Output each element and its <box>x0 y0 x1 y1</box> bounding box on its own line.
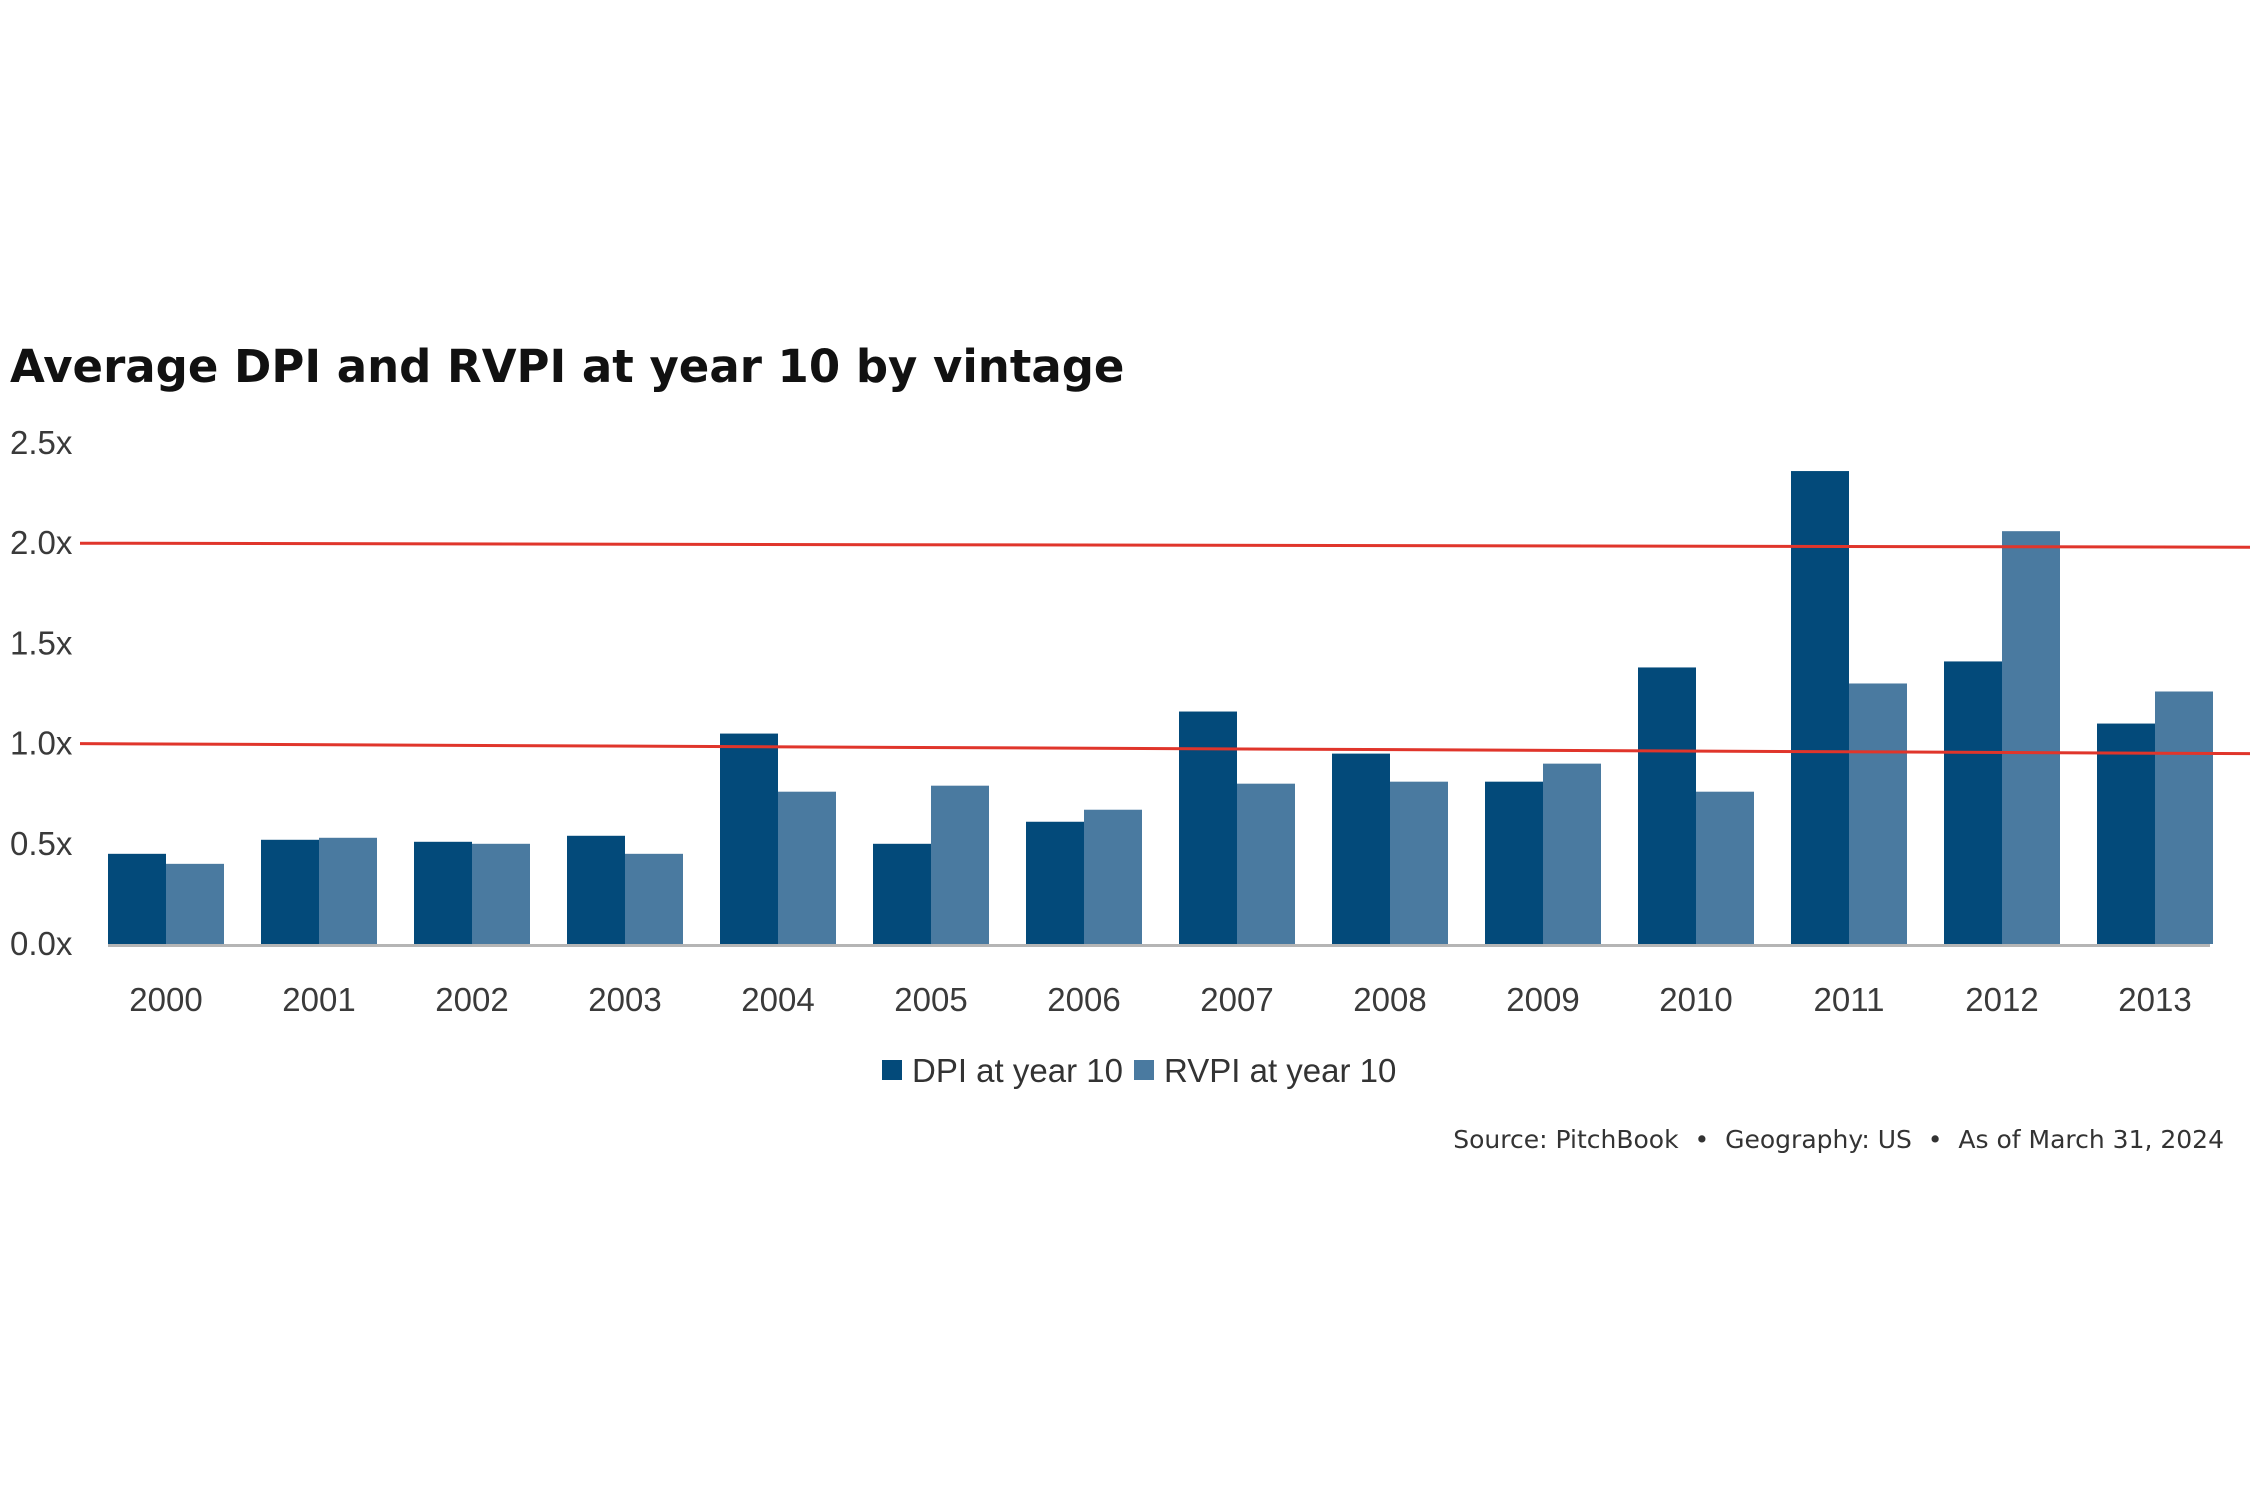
bar-rvpi-2004 <box>778 791 836 944</box>
chart-title: Average DPI and RVPI at year 10 by vinta… <box>10 340 1124 393</box>
bars <box>108 471 2213 944</box>
bar-rvpi-2005 <box>931 785 989 944</box>
x-tick-label: 2013 <box>2118 981 2191 1018</box>
source-note: Source: PitchBook • Geography: US • As o… <box>1453 1125 2224 1154</box>
legend-label-rvpi: RVPI at year 10 <box>1164 1052 1396 1089</box>
bar-rvpi-2006 <box>1084 809 1142 944</box>
reference-line-2 <box>79 742 2250 756</box>
x-tick-label: 2011 <box>1814 981 1885 1018</box>
x-tick-label: 2012 <box>1965 981 2038 1018</box>
x-tick-label: 2006 <box>1047 981 1120 1018</box>
y-tick-label: 2.0x <box>10 524 73 561</box>
bar-rvpi-2011 <box>1849 683 1907 944</box>
bar-dpi-2010 <box>1638 667 1696 944</box>
y-axis: 0.0x 0.5x 1.0x 1.5x 2.0x 2.5x <box>10 424 73 962</box>
bar-dpi-2006 <box>1026 821 1084 944</box>
y-tick-label: 2.5x <box>10 424 73 461</box>
bar-rvpi-2003 <box>625 853 683 944</box>
y-tick-label: 0.5x <box>10 825 73 862</box>
x-tick-label: 2010 <box>1659 981 1732 1018</box>
x-tick-label: 2005 <box>894 981 967 1018</box>
x-tick-label: 2003 <box>588 981 661 1018</box>
legend: DPI at year 10 RVPI at year 10 <box>882 1052 1396 1089</box>
x-tick-label: 2004 <box>741 981 814 1018</box>
reference-line-1 <box>79 541 2250 549</box>
x-tick-label: 2009 <box>1506 981 1579 1018</box>
bar-dpi-2002 <box>414 841 472 944</box>
x-tick-label: 2001 <box>282 981 355 1018</box>
bar-dpi-2007 <box>1179 711 1237 944</box>
x-tick-label: 2000 <box>129 981 202 1018</box>
bar-dpi-2001 <box>261 839 319 944</box>
bar-rvpi-2008 <box>1390 781 1448 944</box>
bar-dpi-2011 <box>1791 471 1849 944</box>
bar-dpi-2009 <box>1485 781 1543 944</box>
legend-label-dpi: DPI at year 10 <box>912 1052 1123 1089</box>
x-tick-label: 2002 <box>435 981 508 1018</box>
bar-rvpi-2010 <box>1696 791 1754 944</box>
x-tick-label: 2008 <box>1353 981 1426 1018</box>
legend-swatch-rvpi <box>1134 1060 1154 1080</box>
x-axis: 2000 2001 2002 2003 2004 2005 2006 2007 2008 2009… <box>129 981 2191 1018</box>
bar-rvpi-2001 <box>319 837 377 944</box>
bar-rvpi-2009 <box>1543 763 1601 944</box>
annotation-lines <box>79 541 2250 756</box>
bar-rvpi-2002 <box>472 843 530 944</box>
bar-rvpi-2007 <box>1237 783 1295 944</box>
bar-dpi-2012 <box>1944 661 2002 944</box>
bar-dpi-2003 <box>567 835 625 944</box>
y-tick-label: 0.0x <box>10 925 73 962</box>
bar-rvpi-2012 <box>2002 531 2060 944</box>
bar-rvpi-2000 <box>166 863 224 944</box>
bar-dpi-2000 <box>108 853 166 944</box>
y-tick-label: 1.5x <box>10 624 73 661</box>
bar-dpi-2013 <box>2097 723 2155 944</box>
legend-swatch-dpi <box>882 1060 902 1080</box>
y-tick-label: 1.0x <box>10 725 73 762</box>
x-tick-label: 2007 <box>1200 981 1273 1018</box>
bar-rvpi-2013 <box>2155 691 2213 944</box>
bar-dpi-2008 <box>1332 753 1390 944</box>
bar-dpi-2004 <box>720 733 778 944</box>
bar-dpi-2005 <box>873 843 931 944</box>
